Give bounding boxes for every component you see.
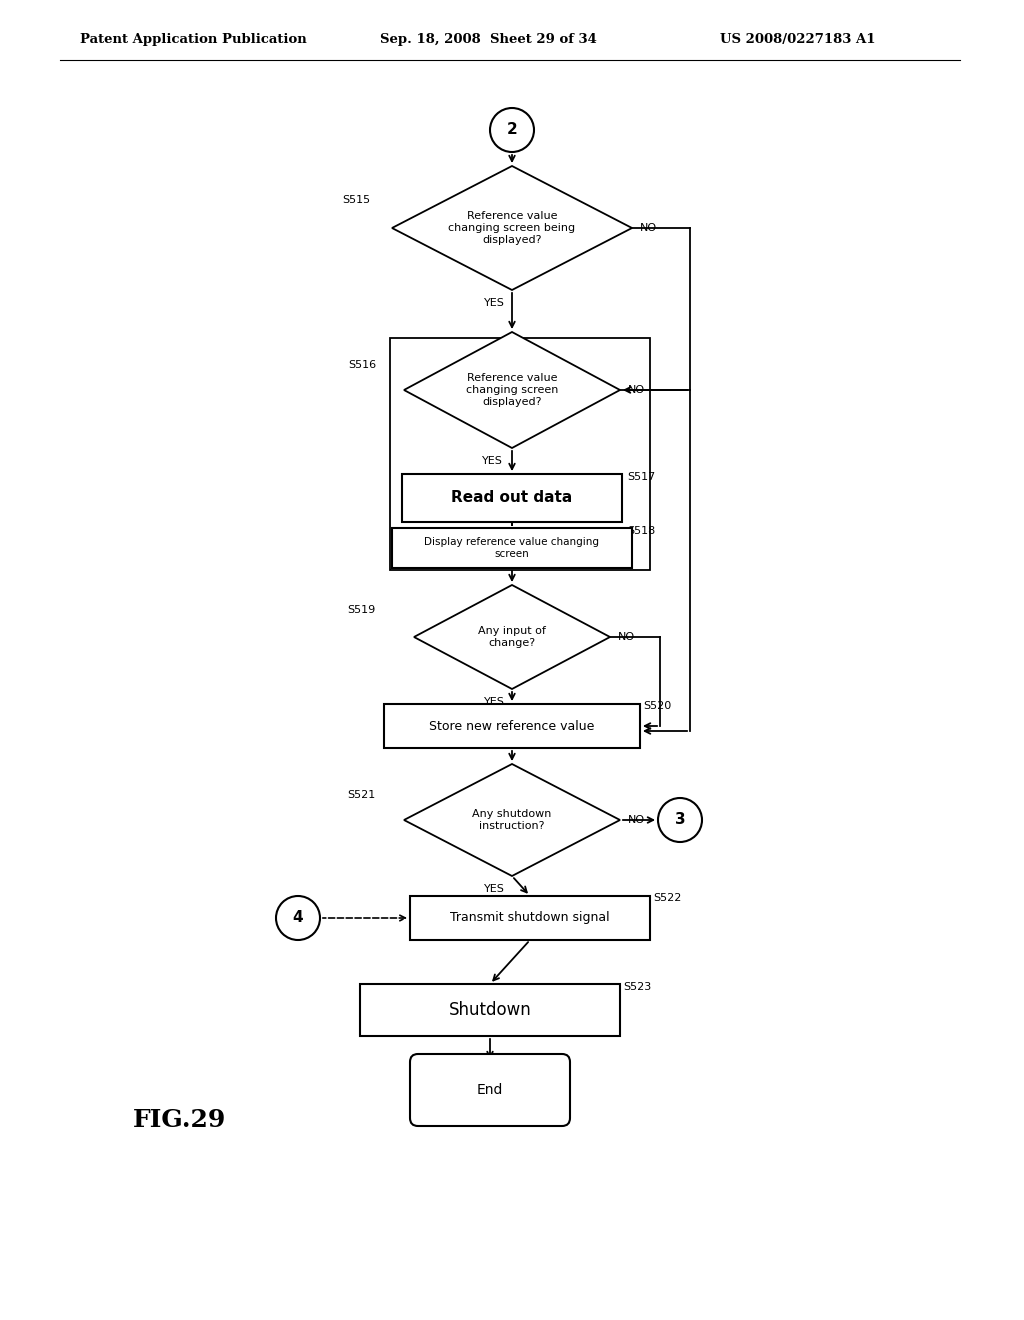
Bar xyxy=(390,338,650,570)
Text: End: End xyxy=(477,1082,503,1097)
Text: Display reference value changing
screen: Display reference value changing screen xyxy=(425,537,599,558)
Text: 4: 4 xyxy=(293,911,303,925)
FancyBboxPatch shape xyxy=(410,1053,570,1126)
Text: S521: S521 xyxy=(348,789,376,800)
Text: Reference value
changing screen
displayed?: Reference value changing screen displaye… xyxy=(466,374,558,407)
Text: YES: YES xyxy=(481,455,503,466)
Text: NO: NO xyxy=(618,632,635,642)
Text: YES: YES xyxy=(483,697,505,708)
Text: S517: S517 xyxy=(627,473,655,482)
Bar xyxy=(384,704,640,748)
Text: S522: S522 xyxy=(653,894,681,903)
Text: Shutdown: Shutdown xyxy=(449,1001,531,1019)
Circle shape xyxy=(658,799,702,842)
Bar xyxy=(360,983,620,1036)
Text: Sep. 18, 2008  Sheet 29 of 34: Sep. 18, 2008 Sheet 29 of 34 xyxy=(380,33,597,46)
Text: YES: YES xyxy=(483,298,505,308)
Polygon shape xyxy=(392,166,632,290)
Text: Any input of
change?: Any input of change? xyxy=(478,626,546,648)
Text: 2: 2 xyxy=(507,123,517,137)
Text: NO: NO xyxy=(628,385,645,395)
Text: NO: NO xyxy=(640,223,657,234)
Text: Any shutdown
instruction?: Any shutdown instruction? xyxy=(472,809,552,830)
Polygon shape xyxy=(414,585,610,689)
Text: FIG.29: FIG.29 xyxy=(133,1107,226,1133)
Text: Store new reference value: Store new reference value xyxy=(429,719,595,733)
Text: Reference value
changing screen being
displayed?: Reference value changing screen being di… xyxy=(449,211,575,244)
Text: Transmit shutdown signal: Transmit shutdown signal xyxy=(451,912,610,924)
Text: S515: S515 xyxy=(342,195,370,205)
Bar xyxy=(410,896,650,940)
Text: Patent Application Publication: Patent Application Publication xyxy=(80,33,307,46)
Text: S518: S518 xyxy=(627,525,655,536)
Text: NO: NO xyxy=(628,814,645,825)
Text: S523: S523 xyxy=(623,982,651,993)
Polygon shape xyxy=(404,333,620,447)
Bar xyxy=(402,474,622,521)
Text: S519: S519 xyxy=(348,605,376,615)
Circle shape xyxy=(276,896,319,940)
Text: Read out data: Read out data xyxy=(452,491,572,506)
Text: US 2008/0227183 A1: US 2008/0227183 A1 xyxy=(720,33,876,46)
Text: 3: 3 xyxy=(675,813,685,828)
Text: S516: S516 xyxy=(348,360,376,370)
Bar xyxy=(392,528,632,568)
Circle shape xyxy=(490,108,534,152)
Text: YES: YES xyxy=(483,884,505,894)
Text: S520: S520 xyxy=(643,701,672,711)
Polygon shape xyxy=(404,764,620,876)
